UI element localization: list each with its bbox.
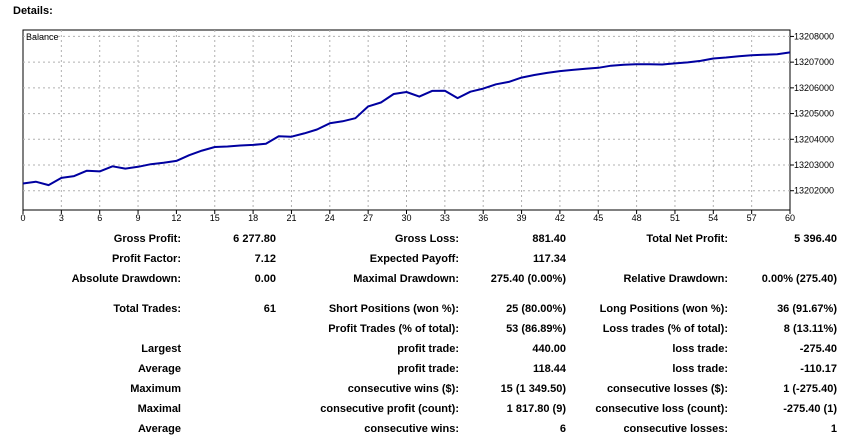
x-tick-label: 45 bbox=[593, 213, 603, 223]
stats-row: Largest profit trade: 440.00 loss trade: -27… bbox=[0, 340, 859, 360]
stat-value-c: -275.40 bbox=[799, 343, 837, 355]
stat-label-b: profit trade: bbox=[397, 363, 459, 375]
stat-label-b: profit trade: bbox=[397, 343, 459, 355]
stats-row: Profit Trades (% of total): 53 (86.89%) Lo… bbox=[0, 320, 859, 340]
stat-label-a: Total Trades: bbox=[113, 303, 181, 315]
stat-value-a: 6 277.80 bbox=[233, 233, 276, 245]
x-tick-label: 15 bbox=[210, 213, 220, 223]
stat-value-c: 36 (91.67%) bbox=[777, 303, 837, 315]
stat-label-a: Gross Profit: bbox=[113, 233, 181, 245]
stats-row: Absolute Drawdown: 0.00 Maximal Drawdown: 2… bbox=[0, 270, 859, 290]
y-tick-label: 13208000 bbox=[794, 31, 834, 41]
stat-label-a: Largest bbox=[141, 343, 181, 355]
stat-label-c: Total Net Profit: bbox=[646, 233, 728, 245]
details-title: Details: bbox=[13, 5, 53, 17]
stat-value-c: -110.17 bbox=[800, 363, 837, 375]
stat-label-a: Average bbox=[137, 363, 181, 375]
x-axis: 0 3 6 9 12 15 18 21 24 27 30 33 36 39 42 45 48 51 54 57 60 bbox=[20, 210, 795, 223]
stat-value-a: 0.00 bbox=[254, 273, 276, 285]
y-tick-label: 13206000 bbox=[794, 83, 834, 93]
x-tick-label: 0 bbox=[20, 213, 25, 223]
x-tick-label: 21 bbox=[286, 213, 296, 223]
stat-label-a: Maximal bbox=[137, 403, 181, 415]
stat-label-c: consecutive losses: bbox=[623, 423, 728, 435]
stat-label-b: Maximal Drawdown: bbox=[353, 273, 459, 285]
stat-label-b: consecutive wins ($): bbox=[347, 383, 459, 395]
stats-row: Average consecutive wins: 6 consecutive los… bbox=[0, 420, 859, 440]
stat-value-b: 25 (80.00%) bbox=[506, 303, 566, 315]
stat-label-a: Profit Factor: bbox=[111, 253, 181, 265]
x-tick-label: 18 bbox=[248, 213, 258, 223]
stats-row: Average profit trade: 118.44 loss trade: -11… bbox=[0, 360, 859, 380]
x-tick-label: 3 bbox=[59, 213, 64, 223]
stat-value-c: 0.00% (275.40) bbox=[761, 273, 837, 285]
stat-label-c: consecutive loss (count): bbox=[595, 403, 728, 415]
x-tick-label: 33 bbox=[440, 213, 450, 223]
stat-value-c: 1 bbox=[830, 423, 837, 435]
stat-value-b: 6 bbox=[559, 423, 566, 435]
y-axis: 13202000 13203000 13204000 13205000 13206000… bbox=[790, 31, 834, 196]
stat-value-b: 117.34 bbox=[532, 253, 566, 265]
x-tick-label: 9 bbox=[136, 213, 141, 223]
stats-row: Gross Profit: 6 277.80 Gross Loss: 881.40 To… bbox=[0, 230, 859, 250]
stat-value-b: 440.00 bbox=[532, 343, 566, 355]
y-tick-label: 13207000 bbox=[794, 57, 834, 67]
stat-label-b: Short Positions (won %): bbox=[328, 303, 459, 315]
stat-value-b: 275.40 (0.00%) bbox=[490, 273, 566, 285]
stat-value-b: 118.44 bbox=[532, 363, 566, 375]
x-tick-label: 57 bbox=[747, 213, 757, 223]
stats-row: Profit Factor: 7.12 Expected Payoff: 117.34 bbox=[0, 250, 859, 270]
y-tick-label: 13203000 bbox=[794, 160, 834, 170]
stat-label-c: Long Positions (won %): bbox=[599, 303, 728, 315]
stat-value-c: 5 396.40 bbox=[794, 233, 837, 245]
stat-label-c: Relative Drawdown: bbox=[623, 273, 728, 285]
stat-label-b: consecutive profit (count): bbox=[320, 403, 459, 415]
x-tick-label: 48 bbox=[632, 213, 642, 223]
y-tick-label: 13204000 bbox=[794, 134, 834, 144]
x-tick-label: 24 bbox=[325, 213, 335, 223]
stat-label-b: Expected Payoff: bbox=[369, 253, 459, 265]
stat-label-a: Average bbox=[137, 423, 181, 435]
stats-row: Maximum consecutive wins ($): 15 (1 349.50… bbox=[0, 380, 859, 400]
x-tick-label: 36 bbox=[478, 213, 488, 223]
stat-value-c: -275.40 (1) bbox=[783, 403, 837, 415]
balance-chart: 0 3 6 9 12 15 18 21 24 27 30 33 36 39 42 45 48 51 54 57 60 1… bbox=[20, 29, 834, 223]
stat-label-a: Maximum bbox=[130, 383, 181, 395]
chart-legend-label: Balance bbox=[26, 32, 59, 42]
x-tick-label: 30 bbox=[401, 213, 411, 223]
stats-row: Total Trades: 61 Short Positions (won %): 2… bbox=[0, 300, 859, 320]
stat-label-a: Absolute Drawdown: bbox=[71, 273, 181, 285]
x-tick-label: 39 bbox=[517, 213, 527, 223]
stat-value-b: 881.40 bbox=[532, 233, 566, 245]
chart-series bbox=[22, 51, 791, 187]
stat-label-c: Loss trades (% of total): bbox=[602, 323, 728, 335]
stat-value-b: 15 (1 349.50) bbox=[500, 383, 566, 395]
stat-label-b: Gross Loss: bbox=[394, 233, 459, 245]
stat-value-a: 61 bbox=[263, 303, 276, 315]
x-tick-label: 6 bbox=[97, 213, 102, 223]
x-tick-label: 54 bbox=[708, 213, 718, 223]
x-tick-label: 27 bbox=[363, 213, 373, 223]
stat-value-b: 1 817.80 (9) bbox=[506, 403, 566, 415]
stat-label-b: consecutive wins: bbox=[364, 423, 459, 435]
stat-value-c: 8 (13.11%) bbox=[783, 323, 837, 335]
x-tick-label: 42 bbox=[555, 213, 565, 223]
x-tick-label: 60 bbox=[785, 213, 795, 223]
stat-value-b: 53 (86.89%) bbox=[506, 323, 566, 335]
stat-value-a: 7.12 bbox=[254, 253, 276, 265]
stat-label-c: consecutive losses ($): bbox=[606, 383, 728, 395]
stat-label-c: loss trade: bbox=[672, 343, 728, 355]
stat-label-c: loss trade: bbox=[672, 363, 728, 375]
y-tick-label: 13202000 bbox=[794, 186, 834, 196]
chart-grid bbox=[23, 30, 790, 210]
balance-line bbox=[22, 51, 791, 187]
x-tick-label: 12 bbox=[171, 213, 181, 223]
x-tick-label: 51 bbox=[670, 213, 680, 223]
stat-value-c: 1 (-275.40) bbox=[783, 383, 837, 395]
stats-row: Maximal consecutive profit (count): 1 817.… bbox=[0, 400, 859, 420]
y-tick-label: 13205000 bbox=[794, 109, 834, 119]
stat-label-b: Profit Trades (% of total): bbox=[328, 323, 459, 335]
